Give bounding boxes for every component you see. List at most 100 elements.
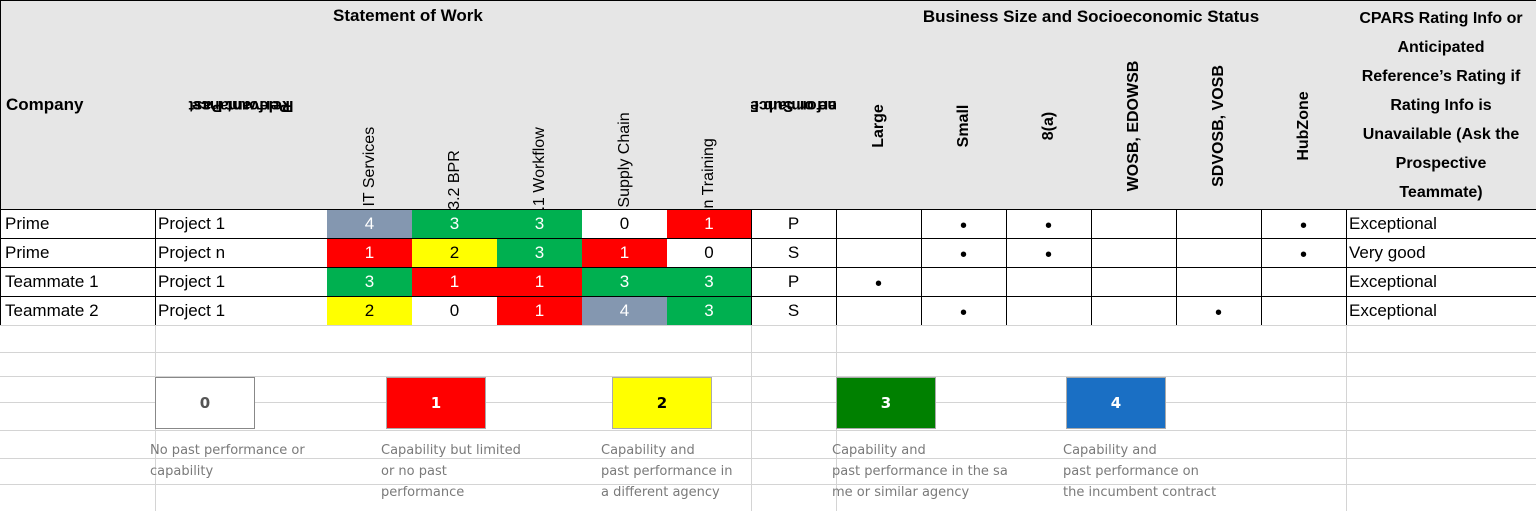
header-sow-label: 3.2.2 Supply Chain [615,112,633,210]
header-sow-item[interactable]: 3.2.2 Supply Chain [582,43,668,210]
legend-description: No past performance or capability [150,440,305,482]
sow-score-cell[interactable]: 1 [412,268,498,297]
cpars-rating-cell[interactable]: Very good [1346,239,1536,268]
business-status-cell[interactable] [1091,210,1177,239]
business-status-cell[interactable] [1091,268,1177,297]
legend-description-line: past performance in [601,464,733,479]
header-relevant-past-line2: Performance [192,97,290,114]
business-status-cell[interactable] [836,239,922,268]
sow-score-cell[interactable]: 1 [667,210,752,239]
legend-description-line: a different agency [601,485,720,500]
header-business-size[interactable]: Business Size and Socioeconomic Status [836,0,1347,44]
sow-score-cell[interactable]: 1 [327,239,413,268]
business-status-cell[interactable]: • [1261,239,1347,268]
header-sow-item[interactable]: 3.1 IT Services [327,43,413,210]
business-status-cell[interactable] [1176,268,1262,297]
project-cell[interactable]: Project 1 [155,297,328,326]
business-status-cell[interactable]: • [1006,210,1092,239]
business-status-cell[interactable] [1091,239,1177,268]
project-cell[interactable]: Project n [155,239,328,268]
cpars-rating-cell[interactable]: Exceptional [1346,210,1536,239]
business-status-cell[interactable] [1091,297,1177,326]
header-business-item[interactable]: Large [836,43,922,210]
company-cell[interactable]: Teammate 2 [0,297,156,326]
business-status-cell[interactable]: • [921,239,1007,268]
header-business-item[interactable]: 8(a) [1006,43,1092,210]
sow-score-cell[interactable]: 3 [327,268,413,297]
project-cell[interactable]: Project 1 [155,210,328,239]
business-status-cell[interactable]: • [1261,210,1347,239]
legend-description: Capability and past performance in a diffe… [601,440,732,503]
business-status-cell[interactable] [1176,239,1262,268]
header-business-item[interactable]: SDVOSB, VOSB [1176,43,1262,210]
business-status-cell[interactable] [1006,268,1092,297]
header-business-label: 8(a) [1039,111,1057,141]
business-status-cell[interactable] [836,210,922,239]
sow-score-cell[interactable]: 3 [582,268,668,297]
header-business-item[interactable]: HubZone [1261,43,1347,210]
business-status-cell[interactable] [921,268,1007,297]
business-status-cell[interactable] [1261,268,1347,297]
business-status-cell[interactable]: • [836,268,922,297]
company-cell[interactable]: Prime [0,210,156,239]
legend-description-line: Capability but limited [381,443,521,458]
header-sow-label: 3.2.1 Workflow [530,127,548,210]
gridline [0,352,1536,353]
legend-description-line: Capability and [832,443,926,458]
legend-description-line: past performance in the sa [832,464,1008,479]
header-sow-label: 3.1 IT Services [360,126,378,210]
business-status-cell[interactable]: • [1006,239,1092,268]
sow-score-cell[interactable]: 1 [497,297,583,326]
header-cpars-line: Prospective [1395,155,1487,172]
header-relevant-past-performance[interactable]: Relevant Past Performance [155,0,328,210]
gridline [0,484,1536,485]
header-cpars-line: Rating Info is [1390,97,1492,114]
prime-sub-cell[interactable]: S [751,239,837,268]
business-status-cell[interactable]: • [921,210,1007,239]
business-status-cell[interactable] [1261,297,1347,326]
business-status-cell[interactable] [1006,297,1092,326]
sow-score-cell[interactable]: 0 [667,239,752,268]
business-status-cell[interactable]: • [1176,297,1262,326]
sow-score-cell[interactable]: 3 [497,210,583,239]
sow-score-cell[interactable]: 3 [667,297,752,326]
header-cpars-line: Unavailable (Ask the [1362,126,1520,143]
header-statement-of-work[interactable]: Statement of Work [327,0,752,44]
company-cell[interactable]: Teammate 1 [0,268,156,297]
header-sow-item[interactable]: 3.n Training [667,43,752,210]
cpars-rating-cell[interactable]: Exceptional [1346,268,1536,297]
sow-score-cell[interactable]: 2 [412,239,498,268]
sow-score-cell[interactable]: 1 [582,239,668,268]
sow-score-cell[interactable]: 3 [412,210,498,239]
sow-score-cell[interactable]: 2 [327,297,413,326]
business-status-cell[interactable] [836,297,922,326]
header-sow-item[interactable]: 3.2 BPR [412,43,498,210]
header-cpars-rating[interactable]: CPARS Rating Info or Anticipated Reference… [1346,0,1536,210]
project-cell[interactable]: Project 1 [155,268,328,297]
business-status-cell[interactable] [1176,210,1262,239]
header-business-item[interactable]: Small [921,43,1007,210]
sow-score-cell[interactable]: 3 [667,268,752,297]
sow-score-cell[interactable]: 0 [582,210,668,239]
sow-score-cell[interactable]: 4 [327,210,413,239]
header-sow-item[interactable]: 3.2.1 Workflow [497,43,583,210]
sow-score-cell[interactable]: 0 [412,297,498,326]
company-cell[interactable]: Prime [0,239,156,268]
header-sow-label: 3.n Training [700,138,717,210]
business-status-cell[interactable]: • [921,297,1007,326]
sow-score-cell[interactable]: 1 [497,268,583,297]
legend-description-line: or no past [381,464,447,479]
prime-sub-cell[interactable]: S [751,297,837,326]
header-company[interactable]: Company [0,0,156,210]
sow-score-cell[interactable]: 4 [582,297,668,326]
header-business-label: WOSB, EDOWSB [1124,60,1142,192]
sow-score-cell[interactable]: 3 [497,239,583,268]
prime-sub-cell[interactable]: P [751,268,837,297]
legend-description-line: Capability and [1063,443,1157,458]
header-business-item[interactable]: WOSB, EDOWSB [1091,43,1177,210]
header-cpars-line: Anticipated [1397,39,1485,56]
cpars-rating-cell[interactable]: Exceptional [1346,297,1536,326]
prime-sub-cell[interactable]: P [751,210,837,239]
legend-description-line: me or similar agency [832,485,970,500]
